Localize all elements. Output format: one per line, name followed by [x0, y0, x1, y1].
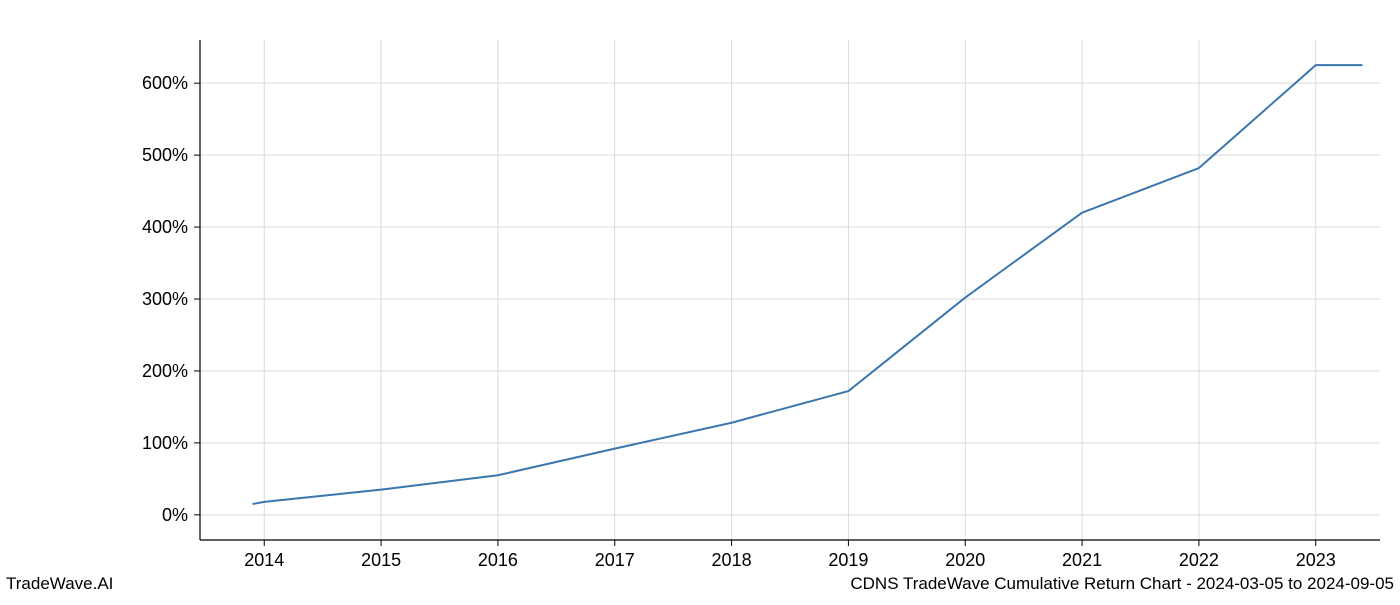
svg-text:0%: 0% — [162, 505, 188, 525]
svg-text:2015: 2015 — [361, 550, 401, 570]
svg-text:2014: 2014 — [244, 550, 284, 570]
footer-left-text: TradeWave.AI — [6, 574, 113, 594]
svg-text:2018: 2018 — [712, 550, 752, 570]
svg-text:2023: 2023 — [1296, 550, 1336, 570]
svg-text:200%: 200% — [142, 361, 188, 381]
svg-text:2017: 2017 — [595, 550, 635, 570]
svg-text:2021: 2021 — [1062, 550, 1102, 570]
svg-text:500%: 500% — [142, 145, 188, 165]
svg-text:400%: 400% — [142, 217, 188, 237]
svg-text:600%: 600% — [142, 73, 188, 93]
svg-text:2020: 2020 — [945, 550, 985, 570]
svg-text:2016: 2016 — [478, 550, 518, 570]
chart-container: 2014 2015 2016 2017 2018 2019 2020 2021 2022 2023… — [0, 0, 1400, 600]
svg-text:2019: 2019 — [828, 550, 868, 570]
line-chart: 2014 2015 2016 2017 2018 2019 2020 2021 2022 2023… — [0, 0, 1400, 600]
svg-text:2022: 2022 — [1179, 550, 1219, 570]
svg-text:100%: 100% — [142, 433, 188, 453]
svg-text:300%: 300% — [142, 289, 188, 309]
footer-right-text: CDNS TradeWave Cumulative Return Chart -… — [850, 574, 1394, 594]
